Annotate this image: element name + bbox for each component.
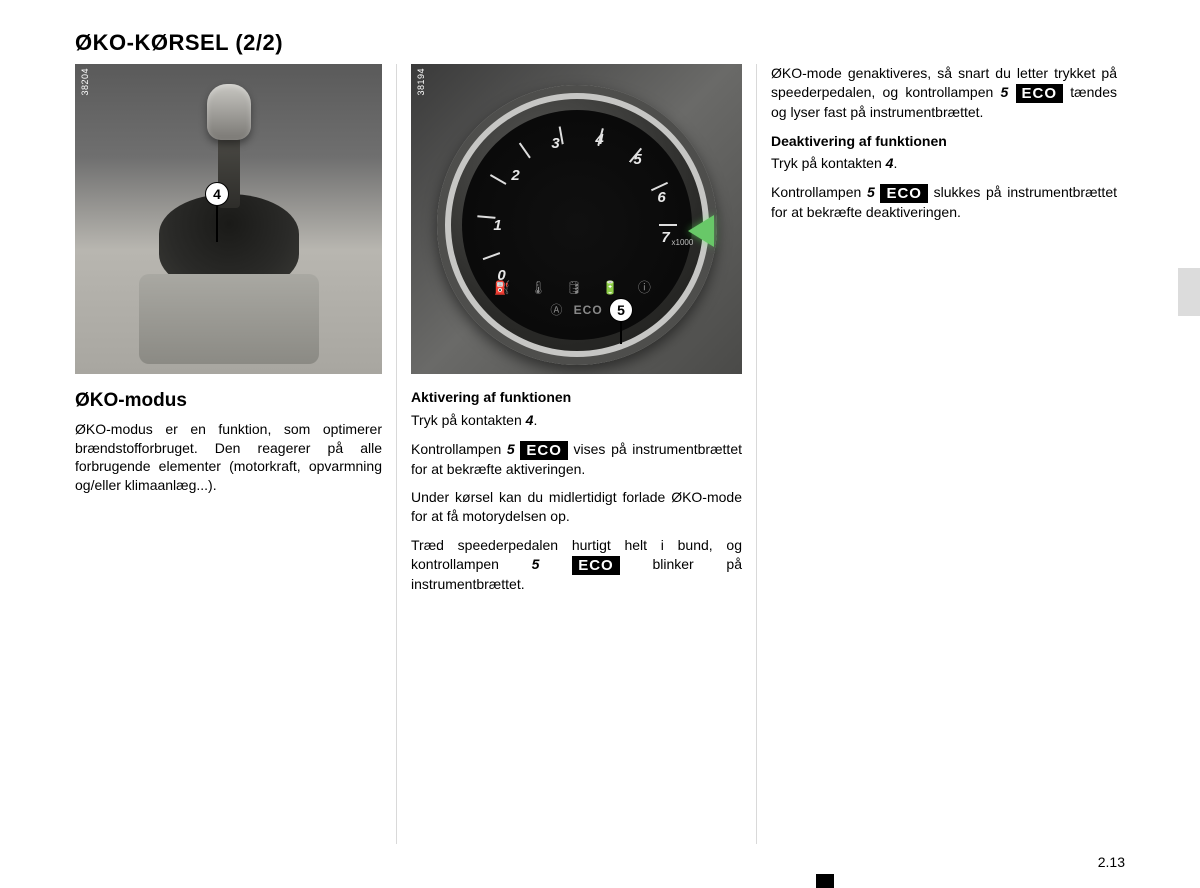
paragraph: Kontrollampen 5 ECO vises på instrumentb… [411,440,742,479]
page-title: ØKO-KØRSEL (2/2) [75,30,1125,56]
paragraph: ØKO-modus er en funktion, som optimerer … [75,420,382,496]
tachometer-photo: 38194 0 1 2 3 4 5 6 7 x1000 [411,64,742,374]
section-heading-activation: Aktivering af funktionen [411,388,742,407]
eco-badge: ECO [520,441,568,460]
paragraph: Under kørsel kan du midlertidigt forlade… [411,488,742,526]
gear-shift-photo: 38204 4 [75,64,382,374]
column-2: 38194 0 1 2 3 4 5 6 7 x1000 [397,64,757,844]
bottom-marker [816,874,834,888]
content-columns: 38204 4 ØKO-modus ØKO-modus er en funkti… [75,64,1125,844]
dashboard-eco-row: Ⓐ ECO [550,302,602,318]
section-heading-oko-modus: ØKO-modus [75,388,382,414]
side-tab [1178,268,1200,316]
column-1: 38204 4 ØKO-modus ØKO-modus er en funkti… [75,64,397,844]
section-heading-deactivation: Deaktivering af funktionen [771,132,1117,151]
figure-code: 38194 [415,68,427,96]
paragraph: Kontrollampen 5 ECO slukkes på instrumen… [771,183,1117,222]
callout-5: 5 [609,298,633,344]
paragraph: Tryk på kontakten 4. [771,154,1117,173]
paragraph: ØKO-mode genaktiveres, så snart du lette… [771,64,1117,122]
paragraph: Træd speederpedalen hurtigt helt i bund,… [411,536,742,594]
column-3: ØKO-mode genaktiveres, så snart du lette… [757,64,1117,844]
paragraph: Tryk på kontakten 4. [411,411,742,430]
eco-badge: ECO [1016,84,1064,103]
figure-gear-shift: 38204 4 [75,64,382,374]
turn-arrow-icon [688,215,714,247]
callout-number: 4 [205,182,229,206]
dashboard-icons-row: ⛽ 🌡 🛢 🔋 ⓘ [494,279,659,297]
figure-code: 38204 [79,68,91,96]
page-number: 2.13 [1098,854,1125,870]
eco-badge: ECO [572,556,620,575]
eco-badge: ECO [880,184,928,203]
manual-page: ØKO-KØRSEL (2/2) 38204 4 ØKO-modus ØKO-m [0,0,1200,888]
callout-4: 4 [205,182,229,242]
figure-tachometer: 38194 0 1 2 3 4 5 6 7 x1000 [411,64,742,374]
callout-number: 5 [609,298,633,322]
dial-face: 0 1 2 3 4 5 6 7 x1000 [462,110,692,340]
